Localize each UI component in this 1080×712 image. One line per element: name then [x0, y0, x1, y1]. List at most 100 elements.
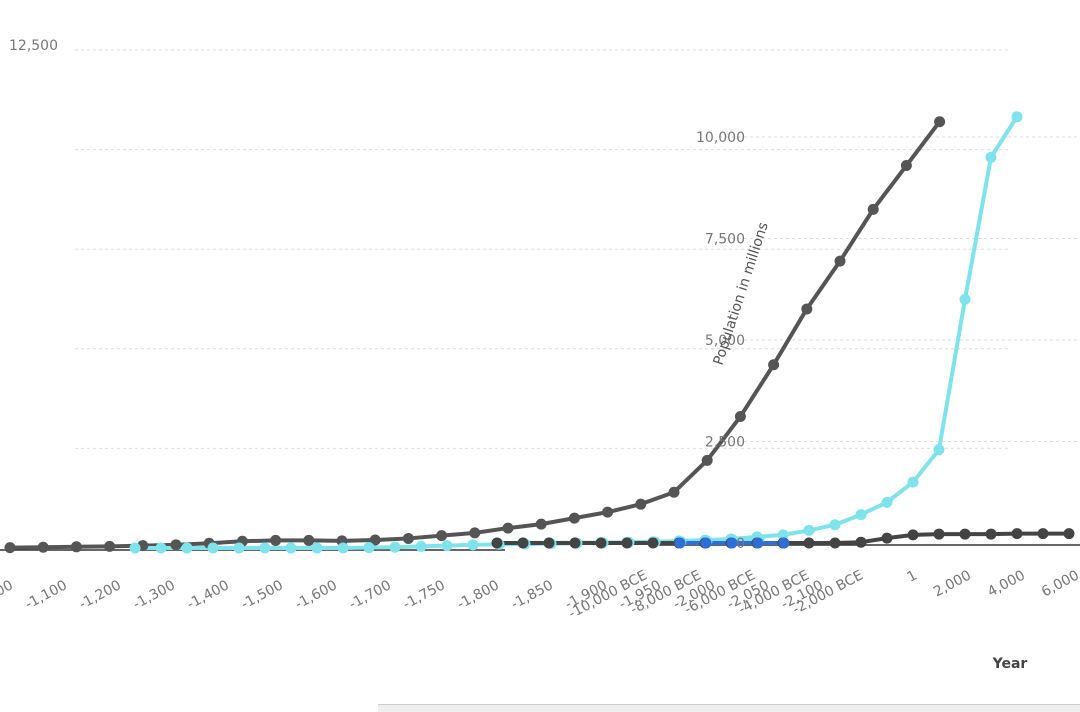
x-tick-label: -1,100 [23, 577, 70, 612]
data-point-0-1-4[interactable] [233, 542, 245, 554]
y-tick-label: 2,500 [705, 435, 745, 451]
data-point-1-2-2[interactable] [726, 537, 738, 549]
data-point-0-1-8[interactable] [337, 542, 349, 554]
series-line-0-0 [9, 120, 942, 550]
data-point-0-1-13[interactable] [467, 539, 479, 551]
data-point-1-1-17[interactable] [933, 528, 945, 540]
data-point-1-1-18[interactable] [959, 528, 971, 540]
data-point-0-0-28[interactable] [934, 116, 946, 128]
data-point-0-0-27[interactable] [900, 160, 912, 172]
data-point-0-1-12[interactable] [441, 540, 453, 552]
data-point-1-1-13[interactable] [829, 537, 841, 549]
x-tick-label: 2,000 [931, 567, 974, 600]
data-point-1-1-21[interactable] [1037, 528, 1049, 540]
data-point-1-0-18[interactable] [959, 293, 971, 305]
gridlines [75, 49, 1080, 449]
data-point-0-0-21[interactable] [701, 454, 713, 466]
data-point-1-0-20[interactable] [1011, 111, 1023, 123]
data-point-0-0-23[interactable] [768, 359, 780, 371]
data-point-1-1-19[interactable] [985, 528, 997, 540]
data-point-0-0-0[interactable] [4, 542, 16, 554]
data-point-0-0-26[interactable] [867, 203, 879, 215]
data-point-0-1-3[interactable] [207, 542, 219, 554]
data-point-1-0-13[interactable] [829, 519, 841, 531]
data-point-1-0-19[interactable] [985, 151, 997, 163]
data-point-0-0-13[interactable] [436, 530, 448, 542]
data-point-1-2-1[interactable] [700, 537, 712, 549]
data-point-1-1-12[interactable] [803, 537, 815, 549]
data-point-1-0-16[interactable] [907, 476, 919, 488]
data-point-1-0-17[interactable] [933, 444, 945, 456]
data-point-1-1-1[interactable] [517, 537, 529, 549]
data-point-1-1-5[interactable] [621, 537, 633, 549]
data-point-1-1-3[interactable] [569, 537, 581, 549]
x-tick-label: -1,600 [293, 577, 340, 612]
data-point-0-0-11[interactable] [369, 534, 381, 546]
data-point-0-1-2[interactable] [181, 542, 193, 554]
data-point-1-1-20[interactable] [1011, 528, 1023, 540]
data-point-1-1-14[interactable] [855, 536, 867, 548]
data-point-1-2-0[interactable] [674, 537, 686, 549]
data-point-0-0-19[interactable] [635, 498, 647, 510]
data-point-1-1-15[interactable] [881, 532, 893, 544]
data-point-1-1-0[interactable] [491, 537, 503, 549]
data-point-0-0-20[interactable] [668, 486, 680, 498]
data-point-0-1-1[interactable] [155, 542, 167, 554]
data-point-0-0-3[interactable] [104, 540, 116, 552]
data-point-0-1-0[interactable] [129, 542, 141, 554]
data-point-1-2-4[interactable] [778, 537, 790, 549]
x-tick-label: -1,200 [77, 577, 124, 612]
y-tick-label: 5,000 [705, 333, 745, 349]
data-point-0-0-1[interactable] [37, 541, 49, 553]
x-tick-label: -1,400 [185, 577, 232, 612]
data-point-0-0-12[interactable] [402, 532, 414, 544]
data-point-1-0-15[interactable] [881, 496, 893, 508]
data-point-0-1-9[interactable] [363, 542, 375, 554]
data-point-1-1-4[interactable] [595, 537, 607, 549]
data-point-0-0-18[interactable] [602, 506, 614, 518]
data-point-0-1-11[interactable] [415, 540, 427, 552]
x-tick-label: 1 [904, 567, 919, 585]
series-points [4, 111, 1075, 554]
data-point-0-0-17[interactable] [568, 512, 580, 524]
x-tick-label: -1,500 [239, 577, 286, 612]
data-point-1-1-2[interactable] [543, 537, 555, 549]
data-point-0-1-6[interactable] [285, 542, 297, 554]
data-point-0-0-15[interactable] [502, 522, 514, 534]
x-tick-label: -1,700 [347, 577, 394, 612]
x-tick-label: -1,800 [455, 577, 502, 612]
x-tick-label: -1,850 [509, 577, 556, 612]
x-axis-title: Year [992, 656, 1028, 672]
y-tick-label: 10,000 [696, 130, 745, 146]
y-tick-label: 0 [736, 536, 745, 552]
data-point-0-0-22[interactable] [734, 411, 746, 423]
data-point-0-0-24[interactable] [801, 303, 813, 315]
data-point-1-0-12[interactable] [803, 524, 815, 536]
data-point-0-0-2[interactable] [70, 541, 82, 553]
x-tick-label: -1,000 [0, 577, 16, 612]
data-point-0-1-5[interactable] [259, 542, 271, 554]
data-point-1-0-11[interactable] [777, 529, 789, 541]
data-point-1-0-14[interactable] [855, 509, 867, 521]
x-tick-label: -1,300 [131, 577, 178, 612]
data-point-0-0-16[interactable] [535, 518, 547, 530]
data-point-0-0-14[interactable] [469, 527, 481, 539]
x-tick-label: -1,750 [401, 577, 448, 612]
x-tick-label: 6,000 [1039, 567, 1080, 600]
tick-labels: 1 2,500 -1,000 -1,100 -1,200 -1,300 -1,400 -1,5… [0, 38, 1080, 672]
data-point-1-1-16[interactable] [907, 529, 919, 541]
data-point-0-1-7[interactable] [311, 542, 323, 554]
data-point-0-0-8[interactable] [270, 534, 282, 546]
y-tick-label: 7,500 [705, 232, 745, 248]
data-point-0-1-10[interactable] [389, 541, 401, 553]
data-point-1-1-6[interactable] [647, 537, 659, 549]
data-point-1-2-3[interactable] [752, 537, 764, 549]
data-point-0-0-5[interactable] [170, 539, 182, 551]
data-point-0-0-25[interactable] [834, 255, 846, 267]
x-tick-label: 4,000 [985, 567, 1028, 600]
data-point-1-1-22[interactable] [1063, 528, 1075, 540]
series-line-1-0 [496, 115, 1019, 545]
horizontal-scrollbar[interactable] [378, 704, 1080, 712]
data-point-0-0-9[interactable] [303, 534, 315, 546]
